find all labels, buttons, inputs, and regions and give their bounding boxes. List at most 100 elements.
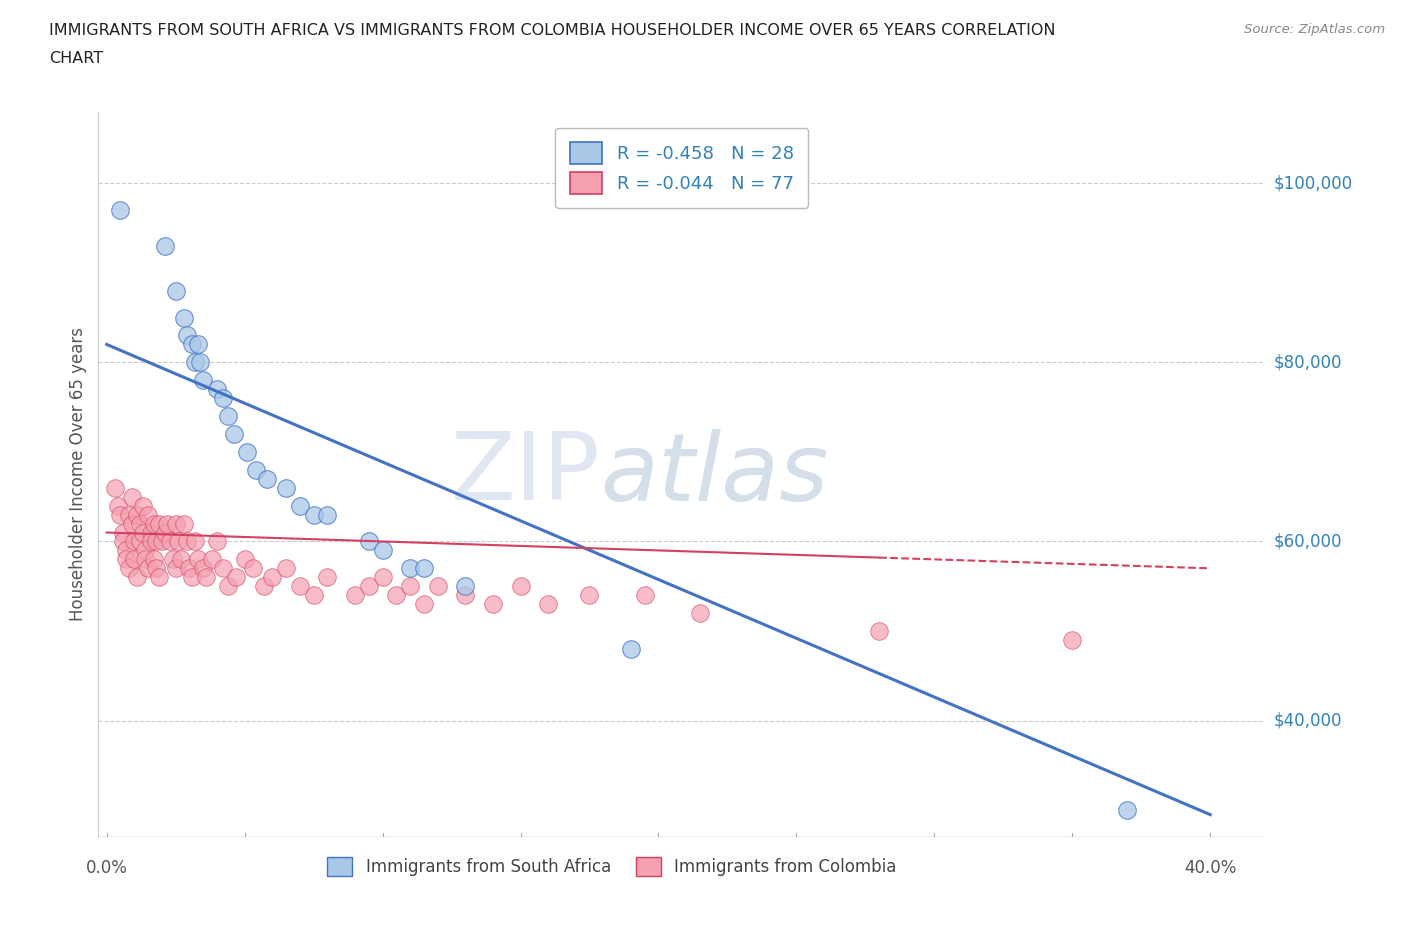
Point [131,498,153,513]
Point [181,570,204,585]
Point [173,310,195,325]
Point [167,534,190,549]
Point [115,551,138,566]
Point [262,570,284,585]
Legend: Immigrants from South Africa, Immigrants from Colombia: Immigrants from South Africa, Immigrants… [321,851,903,884]
Point [868,624,890,639]
Point [200,551,222,566]
Point [134,543,156,558]
Text: atlas: atlas [600,429,828,520]
Point [222,427,245,442]
Text: Source: ZipAtlas.com: Source: ZipAtlas.com [1244,23,1385,36]
Point [124,534,146,549]
Text: 0.0%: 0.0% [86,859,128,877]
Point [145,561,167,576]
Point [454,578,477,593]
Point [634,588,657,603]
Point [205,534,228,549]
Point [274,561,297,576]
Point [107,498,129,513]
Point [302,507,325,522]
Point [118,561,141,576]
Point [343,588,366,603]
Point [288,498,311,513]
Point [179,561,201,576]
Point [148,570,170,585]
Point [112,525,135,540]
Point [211,391,233,405]
Point [153,238,176,253]
Point [302,588,325,603]
Point [193,373,215,388]
Point [110,507,132,522]
Point [148,516,170,531]
Point [371,570,394,585]
Point [136,507,159,522]
Point [104,480,127,495]
Point [233,551,256,566]
Point [142,551,165,566]
Point [689,605,711,620]
Point [288,578,311,593]
Point [184,355,207,370]
Point [509,578,531,593]
Point [274,480,297,495]
Point [195,570,218,585]
Point [256,472,278,486]
Point [115,543,138,558]
Point [139,534,162,549]
Text: $60,000: $60,000 [1274,533,1343,551]
Text: $80,000: $80,000 [1274,353,1343,371]
Point [454,588,477,603]
Point [620,642,643,657]
Point [426,578,449,593]
Point [112,534,135,549]
Point [253,578,276,593]
Point [173,516,195,531]
Point [357,534,380,549]
Point [537,597,560,612]
Point [136,561,159,576]
Point [176,328,198,343]
Point [153,525,176,540]
Point [110,203,132,218]
Text: IMMIGRANTS FROM SOUTH AFRICA VS IMMIGRANTS FROM COLOMBIA HOUSEHOLDER INCOME OVER: IMMIGRANTS FROM SOUTH AFRICA VS IMMIGRAN… [49,23,1056,38]
Point [145,534,167,549]
Point [131,525,153,540]
Point [142,516,165,531]
Point [162,551,184,566]
Point [124,551,146,566]
Point [193,561,215,576]
Point [184,534,207,549]
Point [211,561,233,576]
Point [413,561,436,576]
Text: $40,000: $40,000 [1274,711,1343,729]
Point [165,516,187,531]
Point [225,570,247,585]
Point [205,382,228,397]
Point [125,570,148,585]
Point [150,534,173,549]
Point [176,534,198,549]
Point [170,551,193,566]
Point [128,534,150,549]
Point [482,597,505,612]
Point [245,462,267,477]
Point [125,507,148,522]
Point [190,355,212,370]
Point [399,578,422,593]
Point [118,507,141,522]
Point [165,561,187,576]
Point [242,561,264,576]
Point [413,597,436,612]
Text: CHART: CHART [49,51,103,66]
Point [134,551,156,566]
Point [165,284,187,299]
Point [181,337,204,352]
Y-axis label: Householder Income Over 65 years: Householder Income Over 65 years [69,327,87,621]
Text: $100,000: $100,000 [1274,174,1353,193]
Point [187,551,209,566]
Point [217,578,239,593]
Point [399,561,422,576]
Point [121,516,143,531]
